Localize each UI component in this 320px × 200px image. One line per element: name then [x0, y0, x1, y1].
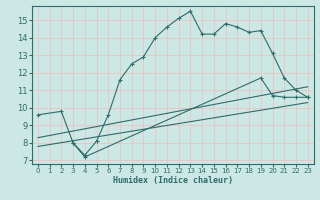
X-axis label: Humidex (Indice chaleur): Humidex (Indice chaleur)	[113, 176, 233, 185]
